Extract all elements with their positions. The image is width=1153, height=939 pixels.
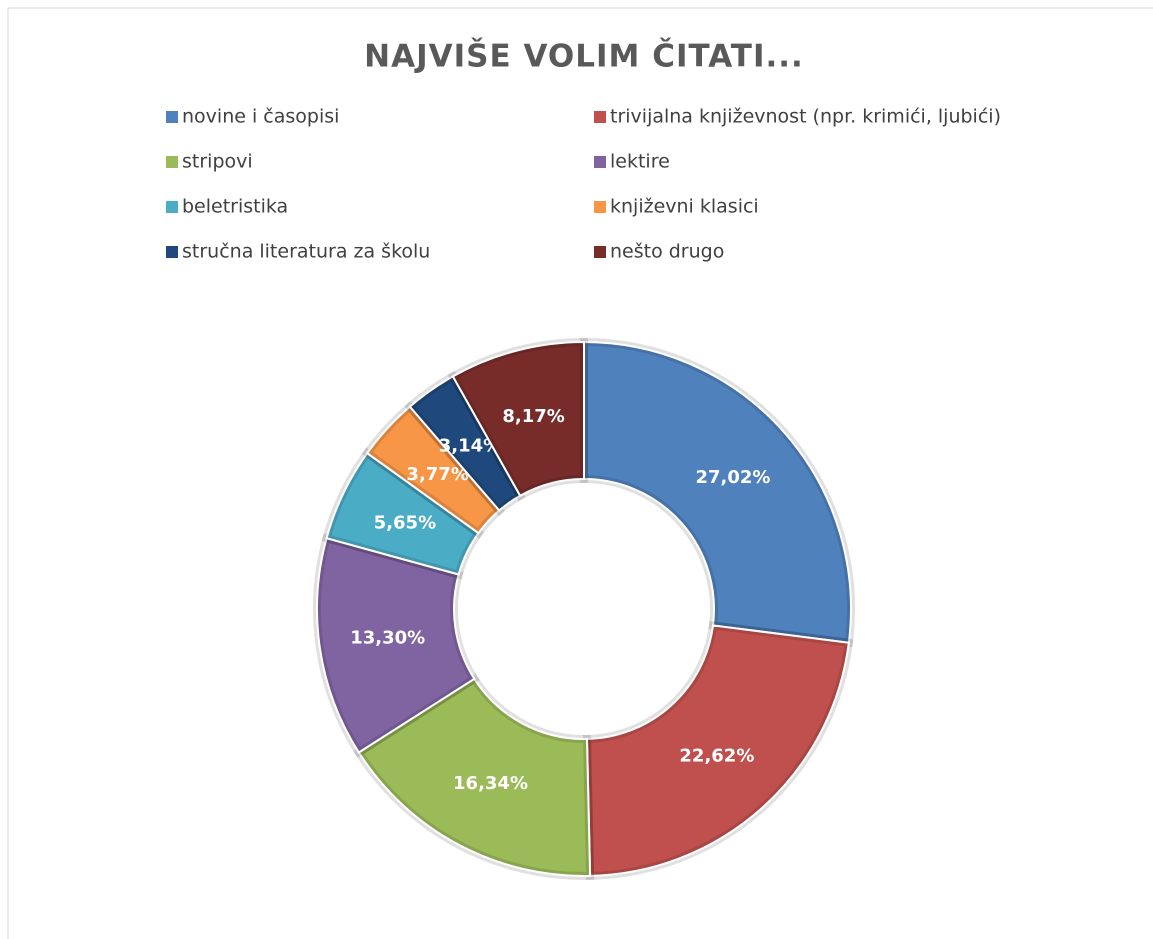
slice-border [451, 340, 585, 498]
legend-label: novine i časopisi [182, 106, 339, 128]
data-label: 3,14% [439, 436, 501, 457]
chart-title: NAJVIŠE VOLIM ČITATI... [364, 38, 804, 75]
data-label: 27,02% [695, 467, 770, 488]
slice-border [585, 624, 850, 877]
legend-swatch [166, 156, 178, 168]
slice-border [316, 536, 476, 754]
data-label: 8,17% [502, 406, 564, 427]
data-label: 22,62% [679, 745, 754, 766]
legend-swatch [594, 201, 606, 213]
legend-label: stručna literatura za školu [182, 241, 430, 263]
donut-slice [367, 406, 500, 534]
data-label: 5,65% [374, 512, 436, 533]
legend-label: stripovi [182, 151, 253, 173]
donut-slice [316, 538, 475, 753]
data-label: 13,30% [350, 628, 425, 649]
legend-swatch [594, 111, 606, 123]
legend-swatch [166, 111, 178, 123]
legend-swatch [166, 201, 178, 213]
donut-slice [452, 342, 584, 496]
legend-label: lektire [610, 151, 670, 173]
donut-slice [409, 376, 521, 511]
donut-slice [326, 453, 479, 575]
legend-swatch [594, 156, 606, 168]
slice-border [583, 340, 852, 644]
data-label: 16,34% [453, 773, 528, 794]
donut-slice [358, 678, 591, 876]
data-label: 3,77% [406, 464, 468, 485]
legend-label: nešto drugo [610, 241, 724, 263]
legend-label: književni klasici [610, 196, 759, 218]
slice-border [357, 677, 592, 877]
legend-label: trivijalna književnost (npr. krimići, lj… [610, 106, 1001, 128]
legend-swatch [594, 246, 606, 258]
legend-label: beletristika [182, 196, 288, 218]
donut-slice [584, 342, 851, 643]
donut-slice [586, 625, 849, 876]
legend-swatch [166, 246, 178, 258]
